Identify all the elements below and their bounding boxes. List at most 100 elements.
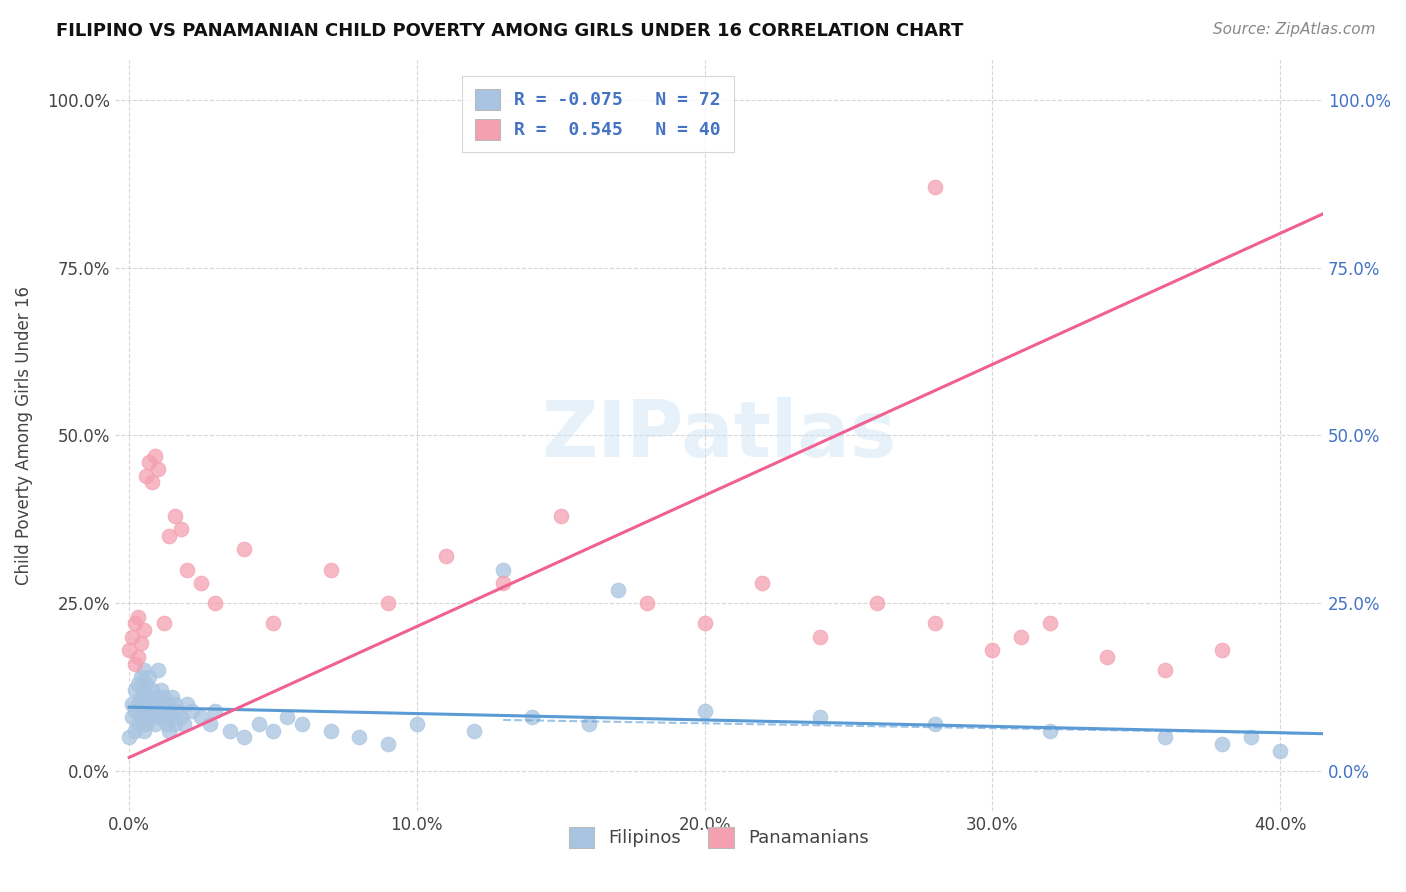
Point bbox=[132, 623, 155, 637]
Point bbox=[276, 710, 298, 724]
Point bbox=[121, 697, 143, 711]
Point bbox=[751, 576, 773, 591]
Point bbox=[218, 723, 240, 738]
Legend: Filipinos, Panamanians: Filipinos, Panamanians bbox=[562, 820, 876, 855]
Point bbox=[146, 462, 169, 476]
Text: ZIPatlas: ZIPatlas bbox=[541, 398, 897, 474]
Point bbox=[132, 723, 155, 738]
Point bbox=[138, 455, 160, 469]
Point bbox=[143, 449, 166, 463]
Point bbox=[1211, 737, 1233, 751]
Point bbox=[138, 670, 160, 684]
Point bbox=[1211, 643, 1233, 657]
Point bbox=[129, 690, 152, 705]
Point bbox=[124, 657, 146, 671]
Point bbox=[291, 717, 314, 731]
Point bbox=[924, 616, 946, 631]
Point bbox=[162, 690, 184, 705]
Point bbox=[165, 717, 187, 731]
Point bbox=[636, 596, 658, 610]
Point bbox=[135, 697, 157, 711]
Point bbox=[1240, 731, 1263, 745]
Point bbox=[176, 563, 198, 577]
Point bbox=[124, 616, 146, 631]
Point bbox=[173, 717, 195, 731]
Point bbox=[118, 731, 141, 745]
Point bbox=[152, 616, 174, 631]
Point bbox=[121, 630, 143, 644]
Point bbox=[204, 704, 226, 718]
Point bbox=[204, 596, 226, 610]
Point bbox=[924, 717, 946, 731]
Point bbox=[262, 723, 284, 738]
Point bbox=[520, 710, 543, 724]
Point bbox=[141, 704, 163, 718]
Point bbox=[550, 508, 572, 523]
Point bbox=[143, 697, 166, 711]
Point bbox=[124, 723, 146, 738]
Point bbox=[693, 616, 716, 631]
Point bbox=[127, 717, 149, 731]
Point bbox=[170, 710, 193, 724]
Point bbox=[146, 690, 169, 705]
Point bbox=[319, 723, 342, 738]
Point bbox=[162, 710, 184, 724]
Point bbox=[176, 697, 198, 711]
Point bbox=[247, 717, 270, 731]
Point bbox=[233, 731, 256, 745]
Point bbox=[492, 576, 515, 591]
Point bbox=[124, 704, 146, 718]
Point bbox=[693, 704, 716, 718]
Point bbox=[135, 676, 157, 690]
Point bbox=[149, 683, 172, 698]
Point bbox=[1154, 663, 1177, 677]
Point bbox=[190, 576, 212, 591]
Point bbox=[124, 683, 146, 698]
Point bbox=[808, 710, 831, 724]
Point bbox=[132, 663, 155, 677]
Point bbox=[170, 522, 193, 536]
Point bbox=[349, 731, 371, 745]
Point bbox=[319, 563, 342, 577]
Point bbox=[129, 670, 152, 684]
Point bbox=[129, 636, 152, 650]
Text: FILIPINO VS PANAMANIAN CHILD POVERTY AMONG GIRLS UNDER 16 CORRELATION CHART: FILIPINO VS PANAMANIAN CHILD POVERTY AMO… bbox=[56, 22, 963, 40]
Text: Source: ZipAtlas.com: Source: ZipAtlas.com bbox=[1212, 22, 1375, 37]
Point bbox=[127, 697, 149, 711]
Point bbox=[167, 704, 190, 718]
Point bbox=[146, 710, 169, 724]
Point bbox=[129, 710, 152, 724]
Point bbox=[1039, 616, 1062, 631]
Point bbox=[157, 723, 180, 738]
Point bbox=[233, 542, 256, 557]
Point bbox=[157, 704, 180, 718]
Point bbox=[155, 697, 177, 711]
Point bbox=[165, 508, 187, 523]
Point bbox=[463, 723, 485, 738]
Point bbox=[149, 704, 172, 718]
Point bbox=[866, 596, 889, 610]
Point bbox=[143, 717, 166, 731]
Point bbox=[808, 630, 831, 644]
Point bbox=[434, 549, 457, 564]
Point bbox=[157, 529, 180, 543]
Point bbox=[181, 704, 204, 718]
Point bbox=[1268, 744, 1291, 758]
Point bbox=[132, 683, 155, 698]
Point bbox=[1097, 649, 1119, 664]
Point bbox=[981, 643, 1004, 657]
Point bbox=[155, 717, 177, 731]
Point bbox=[198, 717, 221, 731]
Point bbox=[262, 616, 284, 631]
Y-axis label: Child Poverty Among Girls Under 16: Child Poverty Among Girls Under 16 bbox=[15, 286, 32, 585]
Point bbox=[135, 717, 157, 731]
Point bbox=[607, 582, 630, 597]
Point bbox=[127, 676, 149, 690]
Point bbox=[492, 563, 515, 577]
Point bbox=[377, 737, 399, 751]
Point bbox=[1039, 723, 1062, 738]
Point bbox=[127, 609, 149, 624]
Point bbox=[377, 596, 399, 610]
Point bbox=[1154, 731, 1177, 745]
Point bbox=[924, 180, 946, 194]
